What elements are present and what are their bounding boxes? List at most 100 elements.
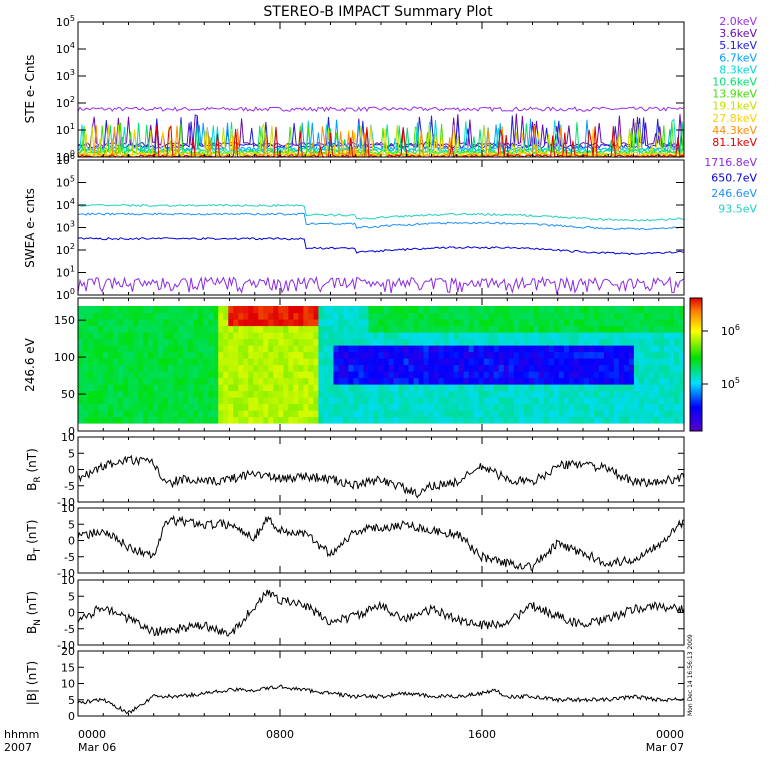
heatmap-cell [123,345,129,353]
heatmap-cell [418,364,425,372]
heatmap-cell [668,410,675,418]
heatmap-cell [408,306,415,314]
heatmap-cell [233,403,239,411]
heatmap-cell [563,371,570,379]
heatmap-cell [588,319,595,327]
heatmap-cell [263,416,269,424]
heatmap-cell [328,384,335,392]
heatmap-cell [593,345,600,353]
heatmap-cell [478,397,485,405]
heatmap-cell [268,345,274,353]
heatmap-cell [443,325,450,333]
heatmap-cell [238,390,244,398]
heatmap-cell [308,358,314,366]
heatmap-cell [143,371,149,379]
heatmap-cell [618,384,625,392]
heatmap-cell [98,371,104,379]
heatmap-cell [673,312,680,320]
heatmap-cell [93,377,99,385]
heatmap-cell [298,358,304,366]
heatmap-cell [253,345,259,353]
heatmap-cell [353,319,360,327]
heatmap-cell [103,403,109,411]
heatmap-cell [103,325,109,333]
bn-ytick-label: 10 [61,574,75,587]
heatmap-cell [188,397,194,405]
heatmap-cell [423,371,430,379]
swea-ytick-label: 102 [56,242,75,257]
heatmap-cell [283,319,289,327]
heatmap-cell [138,338,144,346]
heatmap-cell [333,397,340,405]
heatmap-cell [643,345,650,353]
heatmap-cell [663,390,670,398]
heatmap-cell [448,397,455,405]
heatmap-cell [178,306,184,314]
heatmap-cell [258,338,264,346]
heatmap-cell [358,358,365,366]
heatmap-cell [108,306,114,314]
heatmap-cell [613,377,620,385]
heatmap-cell [228,364,234,372]
heatmap-cell [498,410,505,418]
heatmap-cell [328,403,335,411]
heatmap-cell [448,364,455,372]
heatmap-cell [498,390,505,398]
heatmap-cell [153,351,159,359]
heatmap-cell [413,390,420,398]
heatmap-cell [573,371,580,379]
br-line [77,454,685,499]
heatmap-cell [593,403,600,411]
heatmap-cell [568,325,575,333]
heatmap-cell [243,403,249,411]
heatmap-cell [523,312,530,320]
heatmap-cell [593,377,600,385]
heatmap-cell [148,306,154,314]
heatmap-cell [333,306,340,314]
heatmap-cell [603,384,610,392]
heatmap-cell [83,338,89,346]
heatmap-cell [388,364,395,372]
heatmap-cell [458,351,465,359]
heatmap-cell [343,351,350,359]
heatmap-cell [208,397,214,405]
heatmap-cell [133,371,139,379]
heatmap-cell [268,358,274,366]
heatmap-cell [383,390,390,398]
heatmap-cell [433,332,440,340]
heatmap-cell [453,364,460,372]
heatmap-cell [648,403,655,411]
heatmap-cell [288,325,294,333]
heatmap-cell [438,384,445,392]
heatmap-cell [308,325,314,333]
heatmap-cell [533,338,540,346]
heatmap-cell [368,345,375,353]
heatmap-cell [523,397,530,405]
bt-ylabel-text: BT (nT) [25,520,43,562]
heatmap-cell [338,416,345,424]
heatmap-cell [218,358,224,366]
heatmap-cell [433,358,440,366]
heatmap-cell [533,403,540,411]
heatmap-cell [548,416,555,424]
heatmap-cell [668,384,675,392]
heatmap-cell [403,403,410,411]
heatmap-cell [608,358,615,366]
bn-ytick-label: -5 [64,623,75,636]
heatmap-cell [568,403,575,411]
heatmap-cell [478,364,485,372]
heatmap-cell [323,377,330,385]
heatmap-cell [433,338,440,346]
heatmap-cell [233,332,239,340]
heatmap-cell [593,306,600,314]
heatmap-cell [228,338,234,346]
heatmap-cell [638,325,645,333]
heatmap-cell [678,345,685,353]
heatmap-cell [288,364,294,372]
heatmap-cell [273,325,279,333]
heatmap-cell [453,351,460,359]
heatmap-cell [298,371,304,379]
bmag-ylabel: |B| (nT) [25,661,39,705]
heatmap-cell [448,332,455,340]
bmag-ytick-label: 15 [61,661,75,674]
